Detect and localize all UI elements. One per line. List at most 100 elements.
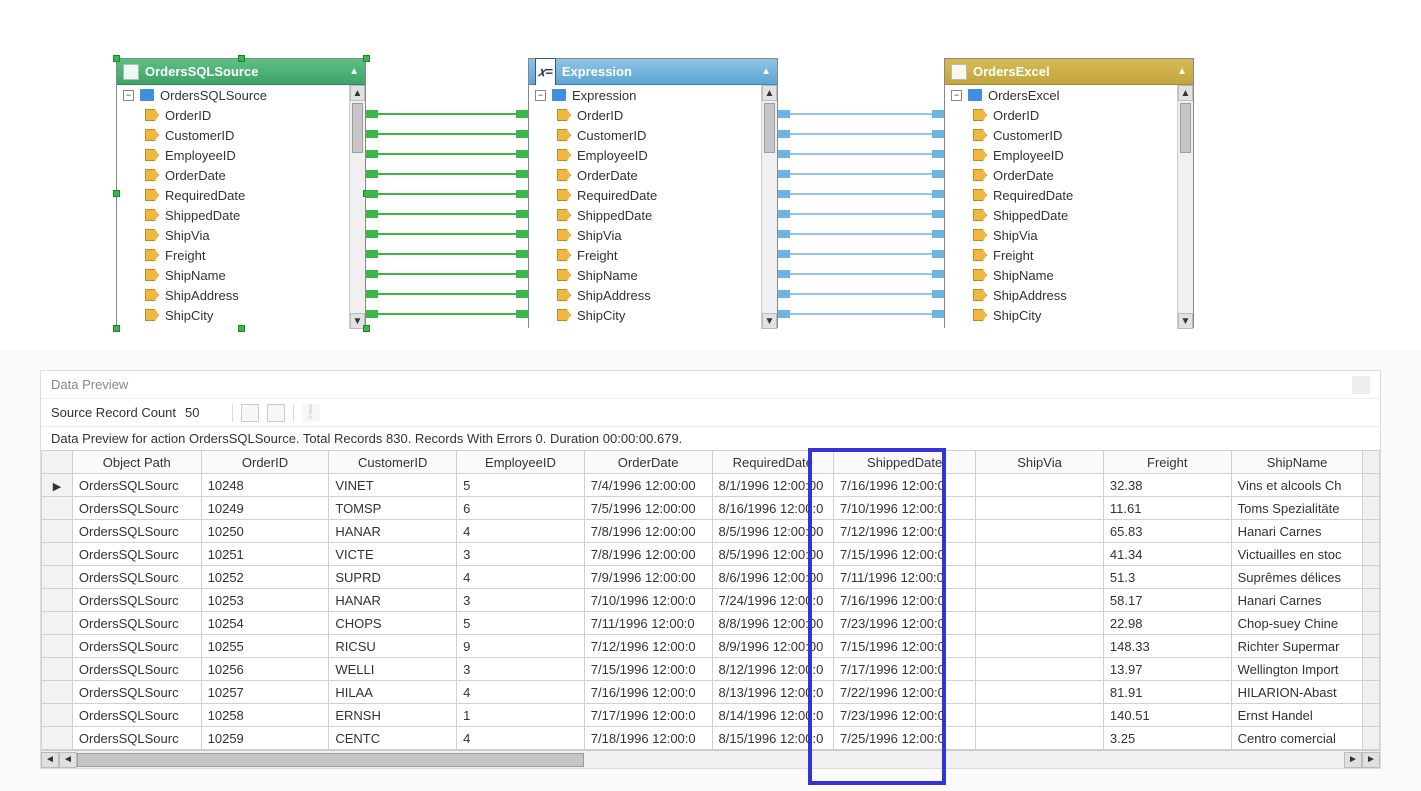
table-cell[interactable]: 7/16/1996 12:00:0	[834, 589, 976, 612]
table-cell[interactable]	[976, 704, 1104, 727]
table-cell[interactable]	[976, 520, 1104, 543]
connector-line[interactable]	[790, 213, 932, 215]
field-row[interactable]: Freight	[945, 245, 1193, 265]
scroll-up-icon[interactable]: ▲	[1178, 85, 1193, 101]
collapse-icon[interactable]: ▲	[1177, 59, 1187, 85]
table-cell[interactable]: 3.25	[1103, 727, 1231, 750]
table-cell[interactable]: 8/5/1996 12:00:00	[712, 543, 834, 566]
connector-line[interactable]	[378, 293, 516, 295]
table-cell[interactable]: 8/15/1996 12:00:0	[712, 727, 834, 750]
table-cell[interactable]: 11.61	[1103, 497, 1231, 520]
table-cell[interactable]: 7/12/1996 12:00:0	[834, 520, 976, 543]
column-header[interactable]: Object Path	[72, 451, 201, 474]
node-scrollbar[interactable]: ▲▼	[349, 85, 365, 329]
connector-line[interactable]	[790, 133, 932, 135]
table-cell[interactable]: 7/8/1996 12:00:00	[584, 520, 712, 543]
table-row[interactable]: OrdersSQLSourc10249TOMSP67/5/1996 12:00:…	[42, 497, 1380, 520]
table-cell[interactable]: 32.38	[1103, 474, 1231, 497]
table-cell[interactable]	[976, 635, 1104, 658]
scroll-right-icon[interactable]: ►	[1362, 752, 1380, 768]
output-port[interactable]	[778, 270, 790, 278]
table-cell[interactable]: 13.97	[1103, 658, 1231, 681]
table-cell[interactable]: 8/16/1996 12:00:0	[712, 497, 834, 520]
resize-handle[interactable]	[363, 325, 370, 332]
field-row[interactable]: OrderDate	[529, 165, 777, 185]
field-row[interactable]: CustomerID	[529, 125, 777, 145]
row-indicator[interactable]	[42, 566, 73, 589]
connector-line[interactable]	[378, 113, 516, 115]
table-cell[interactable]: 7/17/1996 12:00:0	[834, 658, 976, 681]
connector-line[interactable]	[378, 313, 516, 315]
input-port[interactable]	[516, 290, 528, 298]
field-row[interactable]: ShipCity	[945, 305, 1193, 325]
expand-icon[interactable]: −	[951, 90, 962, 101]
field-row[interactable]: EmployeeID	[529, 145, 777, 165]
table-cell[interactable]: OrdersSQLSourc	[72, 727, 201, 750]
row-indicator[interactable]	[42, 543, 73, 566]
column-header[interactable]: OrderDate	[584, 451, 712, 474]
table-cell[interactable]: Richter Supermar	[1231, 635, 1363, 658]
connector-line[interactable]	[790, 273, 932, 275]
field-row[interactable]: ShipVia	[529, 225, 777, 245]
field-row[interactable]: OrderID	[117, 105, 365, 125]
table-cell[interactable]: VICTE	[329, 543, 457, 566]
field-row[interactable]: ShipName	[529, 265, 777, 285]
table-row[interactable]: OrdersSQLSourc10257HILAA47/16/1996 12:00…	[42, 681, 1380, 704]
column-header[interactable]: CustomerID	[329, 451, 457, 474]
node-expr[interactable]: 𝑥=Expression▲−ExpressionOrderIDCustomerI…	[528, 58, 778, 328]
table-row[interactable]: OrdersSQLSourc10258ERNSH17/17/1996 12:00…	[42, 704, 1380, 727]
row-indicator[interactable]	[42, 704, 73, 727]
node-root-row[interactable]: −Expression	[529, 85, 777, 105]
input-port[interactable]	[932, 310, 944, 318]
output-port[interactable]	[366, 190, 378, 198]
output-port[interactable]	[366, 110, 378, 118]
table-cell[interactable]: 8/5/1996 12:00:00	[712, 520, 834, 543]
table-cell[interactable]: Ernst Handel	[1231, 704, 1363, 727]
table-cell[interactable]: Centro comercial	[1231, 727, 1363, 750]
input-port[interactable]	[516, 250, 528, 258]
field-row[interactable]: ShipVia	[945, 225, 1193, 245]
table-cell[interactable]: 7/17/1996 12:00:0	[584, 704, 712, 727]
node-header[interactable]: OrdersSQLSource▲	[117, 59, 365, 85]
input-port[interactable]	[516, 210, 528, 218]
row-indicator[interactable]	[42, 520, 73, 543]
table-row[interactable]: OrdersSQLSourc10256WELLI37/15/1996 12:00…	[42, 658, 1380, 681]
input-port[interactable]	[932, 190, 944, 198]
output-port[interactable]	[778, 230, 790, 238]
input-port[interactable]	[932, 110, 944, 118]
node-source[interactable]: OrdersSQLSource▲−OrdersSQLSourceOrderIDC…	[116, 58, 366, 328]
table-cell[interactable]: 81.91	[1103, 681, 1231, 704]
resize-handle[interactable]	[238, 325, 245, 332]
table-cell[interactable]	[976, 497, 1104, 520]
field-row[interactable]: RequiredDate	[529, 185, 777, 205]
scroll-up-icon[interactable]: ▲	[350, 85, 365, 101]
column-header[interactable]: ShippedDate	[834, 451, 976, 474]
input-port[interactable]	[516, 270, 528, 278]
expand-icon[interactable]: −	[123, 90, 134, 101]
table-cell[interactable]: 3	[457, 543, 585, 566]
field-row[interactable]: ShipVia	[117, 225, 365, 245]
row-indicator[interactable]	[42, 727, 73, 750]
row-indicator[interactable]: ▶	[42, 474, 73, 497]
input-port[interactable]	[932, 230, 944, 238]
input-port[interactable]	[516, 170, 528, 178]
output-port[interactable]	[778, 110, 790, 118]
table-row[interactable]: OrdersSQLSourc10254CHOPS57/11/1996 12:00…	[42, 612, 1380, 635]
stop-button[interactable]	[241, 404, 259, 422]
field-row[interactable]: CustomerID	[117, 125, 365, 145]
connector-line[interactable]	[378, 173, 516, 175]
table-cell[interactable]: TOMSP	[329, 497, 457, 520]
table-cell[interactable]: 7/12/1996 12:00:0	[584, 635, 712, 658]
scrollbar-thumb[interactable]	[352, 103, 363, 153]
table-row[interactable]: OrdersSQLSourc10252SUPRD47/9/1996 12:00:…	[42, 566, 1380, 589]
connector-line[interactable]	[790, 153, 932, 155]
field-row[interactable]: EmployeeID	[945, 145, 1193, 165]
field-row[interactable]: ShipName	[117, 265, 365, 285]
input-port[interactable]	[516, 310, 528, 318]
scroll-down-icon[interactable]: ▼	[1178, 313, 1193, 329]
table-cell[interactable]: 7/11/1996 12:00:0	[834, 566, 976, 589]
table-cell[interactable]: 7/11/1996 12:00:0	[584, 612, 712, 635]
table-cell[interactable]: 7/23/1996 12:00:0	[834, 612, 976, 635]
connector-line[interactable]	[378, 213, 516, 215]
node-scrollbar[interactable]: ▲▼	[761, 85, 777, 329]
